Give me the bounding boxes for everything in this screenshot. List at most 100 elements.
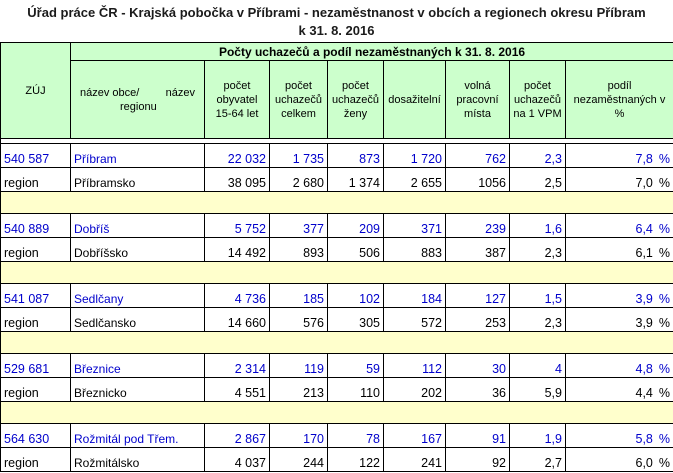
municipality-code-cell[interactable]: 541 087 [0, 283, 71, 308]
region-women-cell[interactable]: 122 [327, 447, 384, 472]
municipality-women-cell[interactable]: 873 [327, 143, 384, 168]
municipality-code-cell[interactable]: 540 889 [0, 213, 71, 238]
municipality-per-vpm-cell[interactable]: 4 [509, 353, 566, 378]
region-share-cell[interactable]: 6,0% [564, 447, 673, 472]
region-avail-cell[interactable]: 202 [383, 377, 446, 402]
municipality-share-unit: % [658, 292, 671, 306]
region-name-cell[interactable]: Sedlčansko [70, 307, 205, 332]
region-pop-cell[interactable]: 4 551 [204, 377, 270, 402]
region-per-vpm-cell[interactable]: 5,9 [509, 377, 566, 402]
municipality-pop-cell[interactable]: 22 032 [204, 143, 270, 168]
municipality-code-cell[interactable]: 540 587 [0, 143, 71, 168]
region-name-cell[interactable]: Rožmitálsko [70, 447, 205, 472]
region-women-cell[interactable]: 1 374 [327, 167, 384, 192]
region-total-cell[interactable]: 576 [269, 307, 328, 332]
municipality-per-vpm-cell[interactable]: 1,5 [509, 283, 566, 308]
region-vacancies-cell[interactable]: 253 [445, 307, 510, 332]
municipality-vacancies-cell[interactable]: 239 [445, 213, 510, 238]
region-total-cell[interactable]: 213 [269, 377, 328, 402]
region-share-value: 3,9 [635, 316, 653, 330]
region-pop-cell[interactable]: 14 492 [204, 237, 270, 262]
municipality-avail-cell[interactable]: 167 [383, 423, 446, 448]
municipality-total-cell[interactable]: 1 735 [269, 143, 328, 168]
municipality-avail-cell[interactable]: 371 [383, 213, 446, 238]
region-code-cell[interactable]: region [0, 377, 71, 402]
region-per-vpm-cell[interactable]: 2,3 [509, 307, 566, 332]
municipality-pop-cell[interactable]: 5 752 [204, 213, 270, 238]
region-total-cell[interactable]: 2 680 [269, 167, 328, 192]
region-women-cell[interactable]: 305 [327, 307, 384, 332]
region-vacancies-cell[interactable]: 1056 [445, 167, 510, 192]
municipality-vacancies-cell[interactable]: 91 [445, 423, 510, 448]
region-name-cell[interactable]: Příbramsko [70, 167, 205, 192]
region-share-cell[interactable]: 4,4% [564, 377, 673, 402]
municipality-per-vpm-cell[interactable]: 1,9 [509, 423, 566, 448]
region-per-vpm-cell[interactable]: 2,3 [509, 237, 566, 262]
region-per-vpm-cell[interactable]: 2,7 [509, 447, 566, 472]
municipality-women-cell[interactable]: 102 [327, 283, 384, 308]
region-share-value: 7,0 [635, 176, 653, 190]
municipality-total-cell[interactable]: 119 [269, 353, 328, 378]
header-name-c: regionu [120, 100, 157, 113]
municipality-women-cell[interactable]: 78 [327, 423, 384, 448]
region-per-vpm-cell[interactable]: 2,5 [509, 167, 566, 192]
header-name-a: název obce/ [80, 86, 140, 99]
municipality-share-cell[interactable]: 3,9% [564, 283, 673, 308]
municipality-share-cell[interactable]: 7,8% [564, 143, 673, 168]
region-code-cell[interactable]: region [0, 307, 71, 332]
region-vacancies-cell[interactable]: 36 [445, 377, 510, 402]
region-name-cell[interactable]: Březnicko [70, 377, 205, 402]
region-pop-cell[interactable]: 38 095 [204, 167, 270, 192]
municipality-vacancies-cell[interactable]: 30 [445, 353, 510, 378]
municipality-row: 529 681 Březnice 2 314 119 59 112 30 4 4,8% [0, 353, 673, 378]
header-name: název obce/ název regionu [70, 60, 205, 139]
municipality-women-cell[interactable]: 59 [327, 353, 384, 378]
municipality-pop-cell[interactable]: 2 867 [204, 423, 270, 448]
municipality-vacancies-cell[interactable]: 127 [445, 283, 510, 308]
municipality-pop-cell[interactable]: 4 736 [204, 283, 270, 308]
region-avail-cell[interactable]: 883 [383, 237, 446, 262]
municipality-women-cell[interactable]: 209 [327, 213, 384, 238]
region-avail-cell[interactable]: 2 655 [383, 167, 446, 192]
municipality-name-cell[interactable]: Rožmitál pod Třem. [70, 423, 205, 448]
municipality-share-unit: % [658, 362, 671, 376]
municipality-code-cell[interactable]: 529 681 [0, 353, 71, 378]
municipality-vacancies-cell[interactable]: 762 [445, 143, 510, 168]
region-share-cell[interactable]: 3,9% [564, 307, 673, 332]
municipality-share-cell[interactable]: 5,8% [564, 423, 673, 448]
municipality-total-cell[interactable]: 377 [269, 213, 328, 238]
region-code-cell[interactable]: region [0, 237, 71, 262]
region-code-cell[interactable]: region [0, 167, 71, 192]
municipality-name-cell[interactable]: Březnice [70, 353, 205, 378]
municipality-name-cell[interactable]: Příbram [70, 143, 205, 168]
region-avail-cell[interactable]: 572 [383, 307, 446, 332]
region-vacancies-cell[interactable]: 92 [445, 447, 510, 472]
municipality-total-cell[interactable]: 170 [269, 423, 328, 448]
header-name-b: název [165, 86, 195, 99]
municipality-total-cell[interactable]: 185 [269, 283, 328, 308]
municipality-code-cell[interactable]: 564 630 [0, 423, 71, 448]
region-total-cell[interactable]: 244 [269, 447, 328, 472]
region-name-cell[interactable]: Dobříšsko [70, 237, 205, 262]
region-share-cell[interactable]: 6,1% [564, 237, 673, 262]
municipality-pop-cell[interactable]: 2 314 [204, 353, 270, 378]
municipality-per-vpm-cell[interactable]: 2,3 [509, 143, 566, 168]
region-avail-cell[interactable]: 241 [383, 447, 446, 472]
municipality-avail-cell[interactable]: 1 720 [383, 143, 446, 168]
region-share-cell[interactable]: 7,0% [564, 167, 673, 192]
municipality-avail-cell[interactable]: 184 [383, 283, 446, 308]
municipality-share-cell[interactable]: 6,4% [564, 213, 673, 238]
region-vacancies-cell[interactable]: 387 [445, 237, 510, 262]
region-total-cell[interactable]: 893 [269, 237, 328, 262]
region-pop-cell[interactable]: 14 660 [204, 307, 270, 332]
municipality-share-cell[interactable]: 4,8% [564, 353, 673, 378]
municipality-name-cell[interactable]: Sedlčany [70, 283, 205, 308]
region-share-unit: % [658, 246, 671, 260]
region-women-cell[interactable]: 506 [327, 237, 384, 262]
municipality-per-vpm-cell[interactable]: 1,6 [509, 213, 566, 238]
municipality-name-cell[interactable]: Dobříš [70, 213, 205, 238]
region-women-cell[interactable]: 110 [327, 377, 384, 402]
region-pop-cell[interactable]: 4 037 [204, 447, 270, 472]
municipality-avail-cell[interactable]: 112 [383, 353, 446, 378]
region-code-cell[interactable]: region [0, 447, 71, 472]
